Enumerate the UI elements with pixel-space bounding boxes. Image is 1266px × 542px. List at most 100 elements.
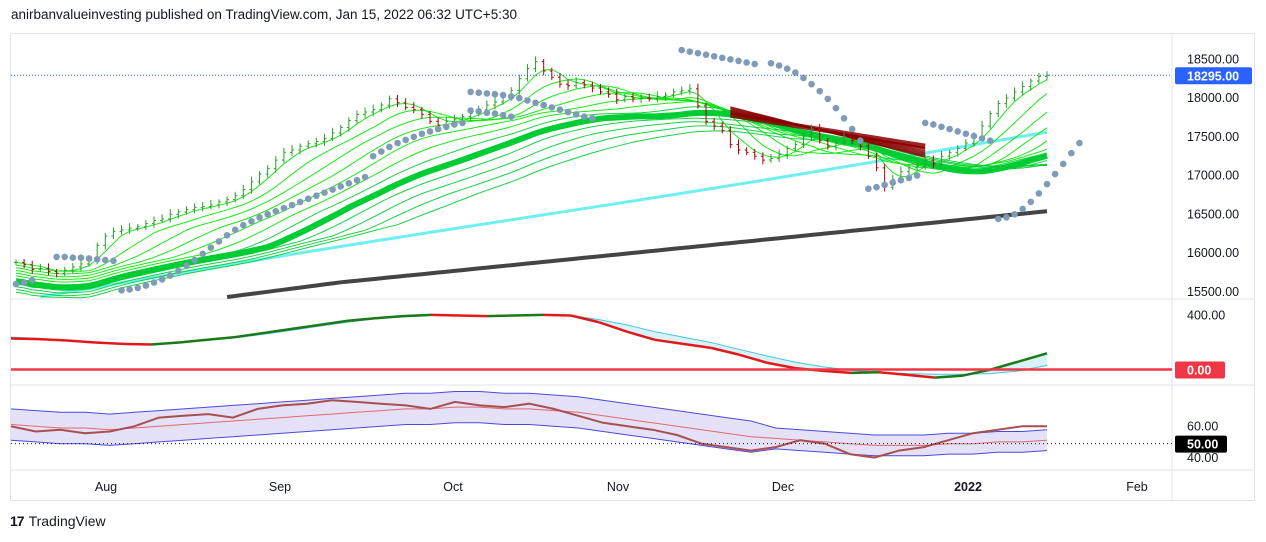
psar-dot [710,52,718,60]
rsi-band-upper [10,391,1048,436]
momentum-line-segment [990,360,1020,371]
psar-dot [101,256,109,264]
psar-dot [150,279,158,286]
psar-dot [272,207,280,215]
momentum-line-segment [234,331,264,339]
psar-dot [491,110,499,117]
psar-dot [483,90,491,97]
psar-dot [85,255,93,262]
time-axis-tick: Dec [772,480,794,494]
momentum-line-segment [38,337,68,342]
momentum-line-segment [122,342,152,346]
psar-dot [800,74,807,82]
psar-dot [28,276,36,284]
tradingview-footer[interactable]: 17 TradingView [10,513,106,529]
psar-dot [12,280,20,288]
rsi-axis-tick: 60.00 [1187,419,1218,433]
rsi-axis-tick: 40.00 [1187,451,1218,465]
psar-dot [256,214,263,221]
psar-dot [321,189,328,196]
momentum-line-segment [486,314,516,318]
psar-dot [20,279,28,286]
psar-dot [175,267,182,275]
psar-dot [905,174,913,182]
psar-dot [231,226,239,234]
psar-dot [930,121,937,128]
rsi-marker-badge [1175,435,1227,453]
psar-dot [475,107,483,115]
psar-dot [467,107,474,114]
psar-dot [207,244,215,251]
zero-label: 0.00 [1187,364,1211,378]
psar-dot [499,91,507,99]
psar-dot [158,276,166,283]
psar-dot [921,119,929,127]
psar-dot [369,152,377,160]
psar-dot [962,130,970,138]
psar-dot [199,250,207,258]
psar-dot [572,111,580,118]
psar-dot [240,221,247,229]
last-price-badge [1175,67,1252,85]
time-axis-tick: Feb [1126,480,1148,494]
psar-dot [93,255,101,263]
bearish-ribbon-line [730,106,926,158]
psar-dot [694,49,702,57]
psar-dot [378,148,385,155]
rsi-average-line [10,406,1048,446]
momentum-line-segment [1018,352,1048,363]
cyan-moving-average [40,130,1048,299]
psar-dot [840,114,848,122]
momentum-line-segment [514,313,544,317]
momentum-line-segment [206,335,236,342]
momentum-signal-line [10,315,1048,375]
psar-dot [215,238,223,245]
psar-dot [134,284,142,292]
psar-dot [524,97,531,104]
psar-dot [264,211,271,218]
psar-dot [110,257,117,265]
psar-dot [61,253,69,261]
psar-dot [426,128,434,135]
psar-dot [856,137,864,145]
price-axis-tick: 16500.00 [1187,207,1239,221]
psar-dot [881,181,888,189]
momentum-line-segment [906,373,936,379]
psar-dot [337,183,345,190]
momentum-line-segment [766,361,796,370]
psar-dot [459,119,466,127]
time-axis-tick: 2022 [954,480,982,494]
momentum-line-segment [458,314,488,318]
psar-dot [767,59,775,67]
psar-dot [816,87,823,95]
chart-frame[interactable] [10,33,1255,501]
psar-dot [402,136,409,144]
psar-dot [873,183,880,191]
psar-dot [889,179,897,186]
tradingview-brand: TradingView [28,513,106,529]
ema-ribbon-line [15,97,1048,280]
psar-dot [166,272,174,279]
momentum-line-segment [682,342,712,350]
momentum-line-segment [878,370,908,377]
psar-dot [499,111,507,119]
psar-dot [986,137,994,145]
psar-dot [897,176,905,184]
zero-badge [1175,361,1225,379]
psar-dot [832,104,840,112]
momentum-line-segment [570,314,600,324]
psar-dot [126,286,133,293]
price-axis-tick: 18500.00 [1187,52,1239,66]
psar-dot [556,106,564,114]
psar-dot [718,54,726,62]
momentum-line-segment [94,341,124,346]
psar-dot [1043,180,1051,188]
psar-dot [1035,190,1043,197]
psar-dot [548,104,556,111]
psar-dot [946,125,953,133]
psar-dot [1068,149,1075,157]
psar-dot [1003,214,1010,221]
ema-ribbon-line [15,100,1048,283]
momentum-line-segment [850,370,880,375]
